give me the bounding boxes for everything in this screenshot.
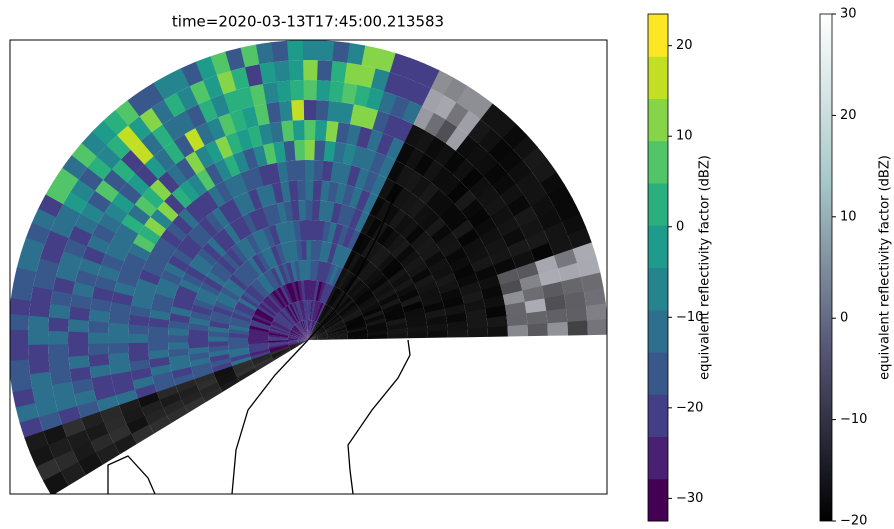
colorbar-tick-label: 0 (840, 311, 848, 326)
radar-cell (8, 330, 28, 347)
colorbar-tick-label: −10 (840, 412, 867, 427)
colorbar-tick-label: 20 (840, 108, 857, 123)
colorbar-label: equivalent reflectivity factor (dBZ) (698, 155, 713, 380)
radar-cell (48, 331, 68, 346)
radar-cell (28, 330, 48, 346)
radar-cell (303, 140, 315, 160)
radar-cell (68, 332, 88, 346)
radar-cell (303, 120, 316, 140)
radar-cell (28, 316, 49, 333)
colorbar-band (648, 352, 668, 395)
colorbars: −30 −20 −10 0 10 20 equivalent reflectivity fa… (648, 7, 893, 526)
radar-cell (8, 314, 29, 332)
radar-cell (108, 323, 129, 335)
colorbar-band (648, 394, 668, 437)
coastline (348, 340, 410, 494)
colorbar-tick-label: −20 (676, 400, 703, 415)
radar-cell (128, 324, 149, 335)
colorbar-label: equivalent reflectivity factor (dBZ) (878, 155, 893, 380)
colorbar-band (648, 437, 668, 480)
chart: time=2020-03-13T17:45:00.213583 −30 −20 −1… (0, 0, 894, 525)
radar-cell (314, 120, 327, 141)
colorbar-band (648, 310, 668, 353)
radar-cell (306, 240, 312, 260)
radar-cell (48, 317, 69, 333)
colorbar-band (648, 99, 668, 142)
colorbar-gradient (820, 14, 832, 521)
radar-cell (305, 220, 312, 240)
colorbar-tick-label: 0 (676, 219, 684, 234)
radar-image (8, 40, 608, 496)
colorbar-tick-label: 20 (676, 38, 693, 53)
colorbar-band (648, 183, 668, 226)
radar-cell (88, 321, 109, 334)
radar-cell (316, 60, 333, 81)
coastline (108, 456, 155, 494)
colorbar-band (648, 268, 668, 311)
colorbar-tick-label: 10 (676, 129, 693, 144)
radar-cell (304, 180, 313, 200)
radar-cell (208, 337, 228, 343)
radar-cell (302, 60, 318, 80)
colorbar-band (648, 14, 668, 57)
radar-cell (88, 332, 108, 345)
radar-cell (302, 80, 317, 100)
radar-cell (305, 200, 313, 220)
radar-cell (301, 40, 318, 60)
radar-cell (313, 140, 325, 161)
colorbar-band (648, 141, 668, 184)
colorbar-tick-label: −20 (840, 514, 867, 526)
radar-cell (315, 80, 331, 101)
colorbar-tick-label: −30 (676, 491, 703, 506)
colorbar-band (648, 56, 668, 99)
colorbar-band (648, 479, 668, 522)
radar-cell (108, 333, 128, 345)
colorbar-band (648, 225, 668, 268)
radar-cell (148, 334, 168, 343)
colorbar-tick-label: 30 (840, 7, 857, 22)
radar-cell (316, 40, 334, 61)
radar-cell (304, 160, 314, 180)
radar-cell (168, 335, 188, 343)
radar-cell (128, 334, 148, 344)
radar-cell (303, 100, 317, 120)
colorbar-tick-label: 10 (840, 209, 857, 224)
chart-title: time=2020-03-13T17:45:00.213583 (172, 13, 444, 31)
radar-cell (313, 160, 324, 181)
radar-cell (315, 100, 329, 121)
radar-cell (68, 319, 89, 333)
radar-cell (188, 336, 208, 343)
